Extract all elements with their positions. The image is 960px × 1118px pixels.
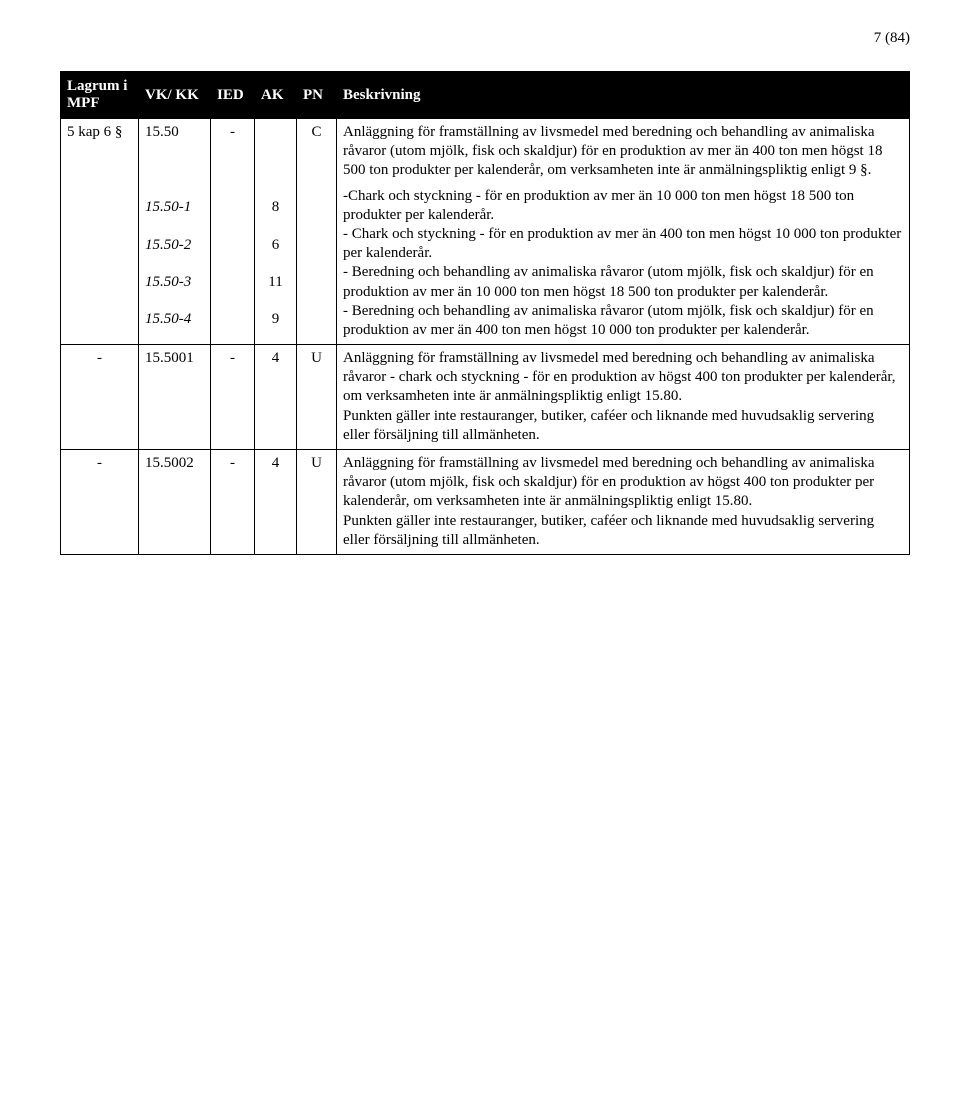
cell-ak: 4 [255, 345, 297, 450]
cell-ied: - [211, 450, 255, 555]
cell-pn: C [297, 119, 337, 345]
col-header-ak: AK [255, 72, 297, 119]
cell-vkkk: 15.5002 [139, 450, 211, 555]
beskrivning-text: - Chark och styckning - för en produktio… [343, 225, 903, 263]
col-header-beskrivning: Beskrivning [337, 72, 910, 119]
beskrivning-text: - Beredning och behandling av animaliska… [343, 302, 903, 340]
cell-lagrum: 5 kap 6 § [61, 119, 139, 345]
beskrivning-text: Punkten gäller inte restauranger, butike… [343, 512, 903, 550]
cell-ied: - [211, 345, 255, 450]
cell-ak: 6 [255, 232, 297, 269]
col-header-pn: PN [297, 72, 337, 119]
table-header-row: Lagrum i MPF VK/ KK IED AK PN Beskrivnin… [61, 72, 910, 119]
cell-beskrivning: Anläggning för framställning av livsmede… [337, 119, 910, 345]
cell-ak: 11 [255, 269, 297, 306]
cell-beskrivning: Anläggning för framställning av livsmede… [337, 345, 910, 450]
beskrivning-text: -Chark och styckning - för en produktion… [343, 187, 903, 225]
cell-vkkk: 15.50-1 [139, 194, 211, 231]
table-row: -15.5002-4UAnläggning för framställning … [61, 450, 910, 555]
cell-beskrivning: Anläggning för framställning av livsmede… [337, 450, 910, 555]
cell-pn: U [297, 450, 337, 555]
col-header-vkkk: VK/ KK [139, 72, 211, 119]
cell-ak: 9 [255, 306, 297, 344]
beskrivning-text: Punkten gäller inte restauranger, butike… [343, 407, 903, 445]
cell-vkkk: 15.50-2 [139, 232, 211, 269]
cell-vkkk: 15.50-4 [139, 306, 211, 344]
table-row: -15.5001-4UAnläggning för framställning … [61, 345, 910, 450]
cell-ak: 4 [255, 450, 297, 555]
cell-vkkk: 15.50-3 [139, 269, 211, 306]
cell-ak: 8 [255, 194, 297, 231]
cell-ak [255, 157, 297, 194]
cell-pn: U [297, 345, 337, 450]
col-header-ied: IED [211, 72, 255, 119]
beskrivning-text: - Beredning och behandling av animaliska… [343, 263, 903, 301]
cell-vkkk: 15.5001 [139, 345, 211, 450]
beskrivning-text: Anläggning för framställning av livsmede… [343, 123, 903, 181]
cell-vkkk [139, 157, 211, 194]
beskrivning-text: Anläggning för framställning av livsmede… [343, 349, 903, 407]
cell-lagrum: - [61, 345, 139, 450]
table-row: 5 kap 6 §15.50-CAnläggning för framställ… [61, 119, 910, 157]
cell-lagrum: - [61, 450, 139, 555]
col-header-lagrum: Lagrum i MPF [61, 72, 139, 119]
page-number: 7 (84) [60, 30, 910, 47]
data-table: Lagrum i MPF VK/ KK IED AK PN Beskrivnin… [60, 71, 910, 555]
cell-vkkk: 15.50 [139, 119, 211, 157]
cell-ak [255, 119, 297, 157]
cell-ied: - [211, 119, 255, 345]
beskrivning-text: Anläggning för framställning av livsmede… [343, 454, 903, 512]
